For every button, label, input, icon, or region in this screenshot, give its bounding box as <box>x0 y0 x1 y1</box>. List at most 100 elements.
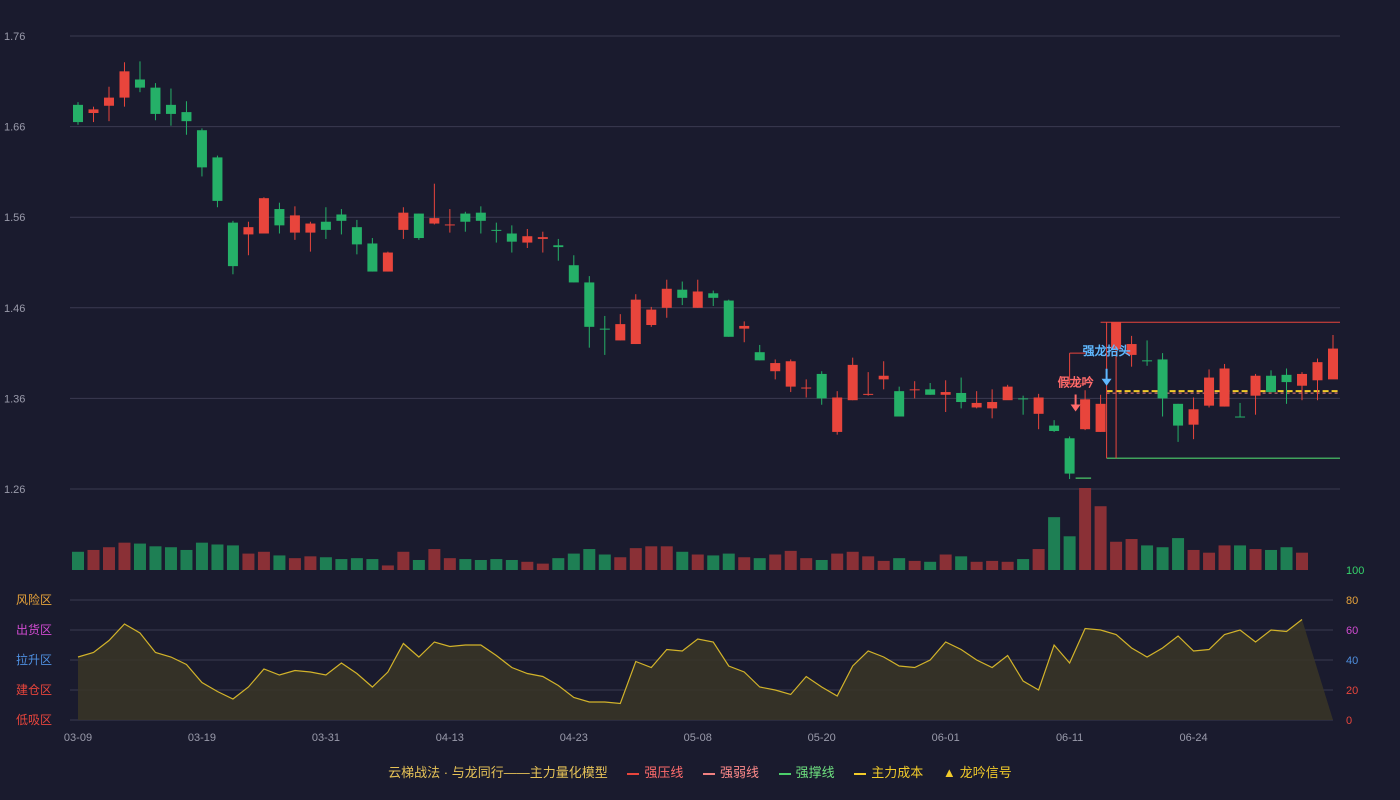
candle-body <box>73 104 83 123</box>
candle-body <box>1033 397 1044 414</box>
candle-body <box>1328 348 1338 380</box>
indicator-tick-label: 100 <box>1346 565 1364 577</box>
volume-bar <box>970 561 983 570</box>
candle-body <box>785 361 796 387</box>
volume-bar <box>490 559 503 570</box>
volume-bar <box>567 553 580 570</box>
candle-body <box>212 157 223 201</box>
volume-bar <box>536 563 549 570</box>
volume-bar <box>691 554 704 570</box>
candle-body <box>537 237 548 239</box>
candle-body <box>196 130 207 168</box>
candle-body <box>894 391 905 417</box>
candle-body <box>940 392 951 395</box>
candle-body <box>816 373 827 399</box>
volume-bar <box>459 559 472 570</box>
candle-body <box>770 363 781 372</box>
volume-bar <box>893 558 906 570</box>
candle-body <box>863 393 874 395</box>
volume-bar <box>412 559 425 570</box>
volume-bar <box>195 542 208 570</box>
volume-bar <box>350 558 363 570</box>
triangle-icon: ▲ <box>942 765 956 780</box>
zone-label: 风险区 <box>16 592 52 607</box>
volume-bar <box>319 557 332 570</box>
x-tick-label: 06-01 <box>932 732 960 744</box>
candle-body <box>553 245 564 248</box>
volume-bar <box>660 546 673 570</box>
y-tick-label: 1.46 <box>4 303 25 315</box>
zone-label: 低吸区 <box>16 713 52 727</box>
volume-bar <box>257 551 270 570</box>
volume-bar <box>149 546 162 570</box>
volume-bar <box>118 542 131 570</box>
volume-bar <box>815 559 828 570</box>
candle-body <box>739 325 750 329</box>
volume-bar <box>676 551 689 570</box>
candle-body <box>1235 416 1246 418</box>
candle-body <box>429 218 440 224</box>
indicator-tick-label: 0 <box>1346 715 1352 727</box>
volume-bar <box>273 555 286 570</box>
volume-bar <box>707 555 720 570</box>
volume-bar <box>769 554 782 570</box>
x-tick-label: 03-19 <box>188 732 216 744</box>
legend-item-support[interactable]: 强撑线 <box>778 762 835 781</box>
indicator-area <box>78 619 1333 720</box>
volume-bar <box>443 558 456 570</box>
legend-label-strong-pressure: 强压线 <box>644 765 684 780</box>
legend-item-strong-pressure[interactable]: 强压线 <box>627 762 683 781</box>
y-tick-label: 1.76 <box>4 31 25 43</box>
volume-bar <box>505 559 518 570</box>
legend-item-cost[interactable]: 主力成本 <box>854 762 923 781</box>
candle-body <box>134 79 145 88</box>
candle-body <box>1312 362 1323 381</box>
candle-body <box>878 375 889 380</box>
volume-bar <box>1234 545 1247 570</box>
down-arrow-icon <box>1101 368 1112 386</box>
volume-bar <box>645 546 658 570</box>
legend-item-signal[interactable]: ▲ 龙吟信号 <box>943 762 1012 781</box>
candle-body <box>1002 386 1013 401</box>
candle-body <box>692 291 703 308</box>
volume-bar <box>986 560 999 570</box>
volume-bar <box>800 558 813 570</box>
candle-body <box>460 213 471 222</box>
candle-body <box>754 352 765 361</box>
volume-bar <box>1296 552 1309 570</box>
candle-body <box>413 213 424 239</box>
candle-body <box>661 288 672 308</box>
volume-bar <box>242 553 255 570</box>
volume-bar <box>304 556 317 570</box>
volume-bar <box>164 547 177 570</box>
candle-body <box>708 293 719 298</box>
y-tick-label: 1.56 <box>4 212 25 224</box>
candle-body <box>227 222 238 267</box>
candle-body <box>522 236 533 243</box>
candle-body <box>1049 425 1060 432</box>
candle-body <box>801 387 812 389</box>
signal-label-strong: 强龙抬头 <box>1083 343 1131 358</box>
candle-body <box>103 97 114 106</box>
candle-body <box>506 233 517 242</box>
candle-body <box>1250 375 1261 396</box>
indicator-line <box>77 619 1303 705</box>
volume-bar <box>629 548 642 570</box>
legend-item-weak[interactable]: 强弱线 <box>703 762 759 781</box>
x-tick-label: 03-31 <box>312 732 340 744</box>
candle-body <box>274 209 285 226</box>
volume-bar <box>428 549 441 570</box>
candle-body <box>382 252 393 272</box>
volume-bar <box>877 560 890 570</box>
volume-bar <box>1063 536 1076 570</box>
volume-bar <box>1125 539 1138 570</box>
volume-bar <box>102 547 115 570</box>
volume-bar <box>722 553 735 570</box>
candle-body <box>1064 438 1075 474</box>
candle-body <box>320 221 331 230</box>
indicator-tick-label: 20 <box>1346 685 1358 697</box>
volume-bar <box>1265 549 1278 570</box>
candle-body <box>987 402 998 409</box>
volume-bar <box>1172 538 1185 570</box>
candle-body <box>1142 360 1153 362</box>
